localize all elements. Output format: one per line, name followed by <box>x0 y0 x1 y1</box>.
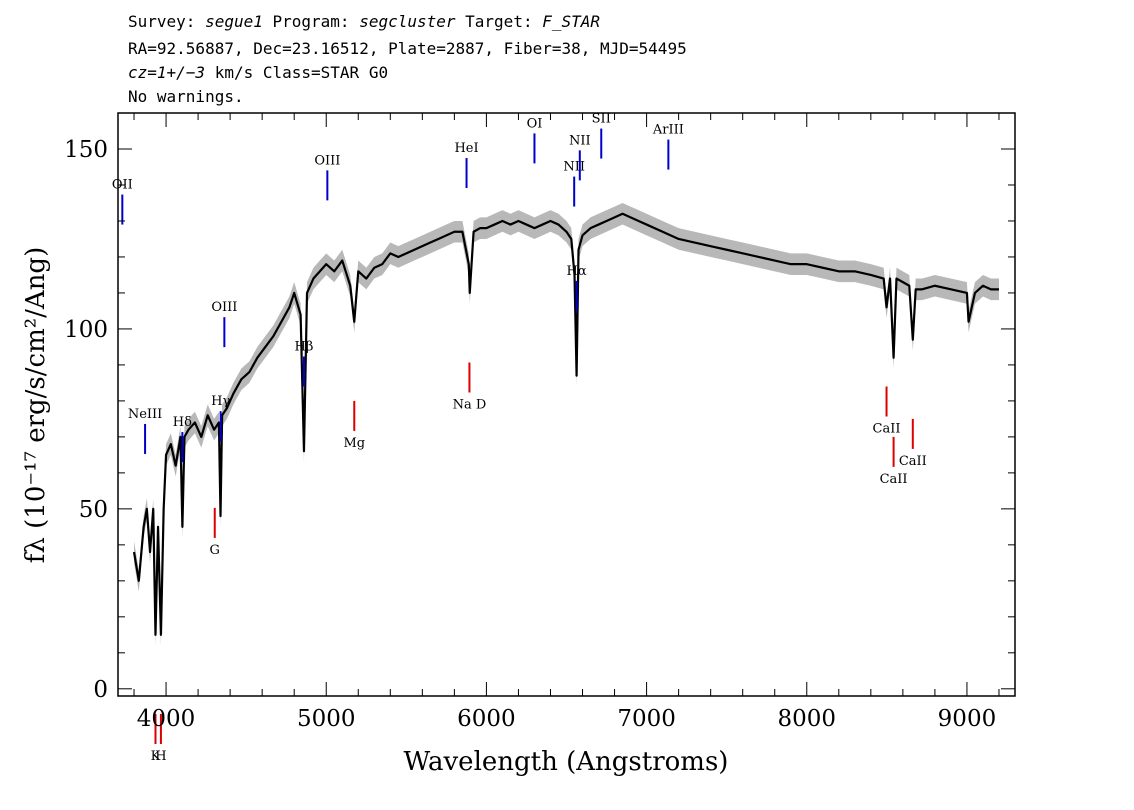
line-marker-layer: OIINeIIIHδHγOIIIHβOIIIHeIOINIIHαNIISIIAr… <box>112 112 927 764</box>
y-tick-label-0: 0 <box>93 677 108 703</box>
line-marker-label-12: SII <box>592 112 611 127</box>
line-marker-label-15: H <box>155 749 166 764</box>
class-text: km/s Class=STAR G0 <box>205 63 389 82</box>
x-tick-label-0: 4000 <box>137 706 196 732</box>
x-tick-label-2: 6000 <box>457 706 516 732</box>
line-marker-label-3: Hγ <box>211 394 230 409</box>
x-tick-label-1: 5000 <box>297 706 356 732</box>
target-value: F_STAR <box>542 12 601 31</box>
survey-value: segue1 <box>205 12 263 31</box>
line-marker-label-18: Na D <box>453 398 487 413</box>
line-marker-label-14: K <box>151 749 161 764</box>
header-line-4: No warnings. <box>128 87 244 106</box>
survey-label: Survey: <box>128 12 206 31</box>
target-label: Target: <box>455 12 543 31</box>
line-marker-label-20: CaII <box>880 472 908 487</box>
line-marker-label-2: Hδ <box>173 415 192 430</box>
line-marker-label-10: Hα <box>567 264 587 279</box>
y-tick-label-1: 50 <box>79 497 108 523</box>
line-marker-label-7: HeI <box>454 141 478 156</box>
x-tick-label-3: 7000 <box>617 706 676 732</box>
header-line-2: RA=92.56887, Dec=23.16512, Plate=2887, F… <box>128 39 687 58</box>
line-marker-label-13: ArIII <box>652 123 684 138</box>
plot-frame <box>117 112 1016 697</box>
line-marker-label-9: NII <box>563 160 585 175</box>
line-marker-label-5: Hβ <box>295 340 314 355</box>
y-tick-label-2: 100 <box>64 317 108 343</box>
header-line-1: Survey: segue1 Program: segcluster Targe… <box>128 12 600 32</box>
line-marker-label-16: G <box>210 543 220 558</box>
y-axis-title: fλ (10⁻¹⁷ erg/s/cm²/Ang) <box>21 247 51 563</box>
line-marker-label-1: NeIII <box>128 407 162 422</box>
program-label: Program: <box>262 12 360 31</box>
line-marker-label-21: CaII <box>899 454 927 469</box>
y-tick-label-3: 150 <box>64 137 108 163</box>
x-tick-label-5: 9000 <box>938 706 997 732</box>
line-marker-label-4: OIII <box>211 300 237 315</box>
line-marker-label-17: Mg <box>343 436 365 451</box>
axis-layer: 4000 5000 6000 7000 8000 9000 0 50 100 150 <box>64 112 1016 732</box>
spectrum-layer <box>132 212 999 636</box>
line-marker-label-11: NII <box>569 133 591 148</box>
header-line-3: cz=1+/−3 km/s Class=STAR G0 <box>128 63 388 83</box>
y-axis-title-group: fλ (10⁻¹⁷ erg/s/cm²/Ang) <box>21 247 51 563</box>
x-tick-label-4: 8000 <box>777 706 836 732</box>
spectrum-line-0 <box>132 212 999 636</box>
program-value: segcluster <box>359 12 456 31</box>
line-marker-label-8: OI <box>527 116 543 131</box>
line-marker-label-19: CaII <box>873 422 901 437</box>
redshift-value: cz=1+/−3 <box>128 63 206 82</box>
line-marker-label-6: OIII <box>314 153 340 168</box>
x-axis-title: Wavelength (Angstroms) <box>404 747 729 777</box>
